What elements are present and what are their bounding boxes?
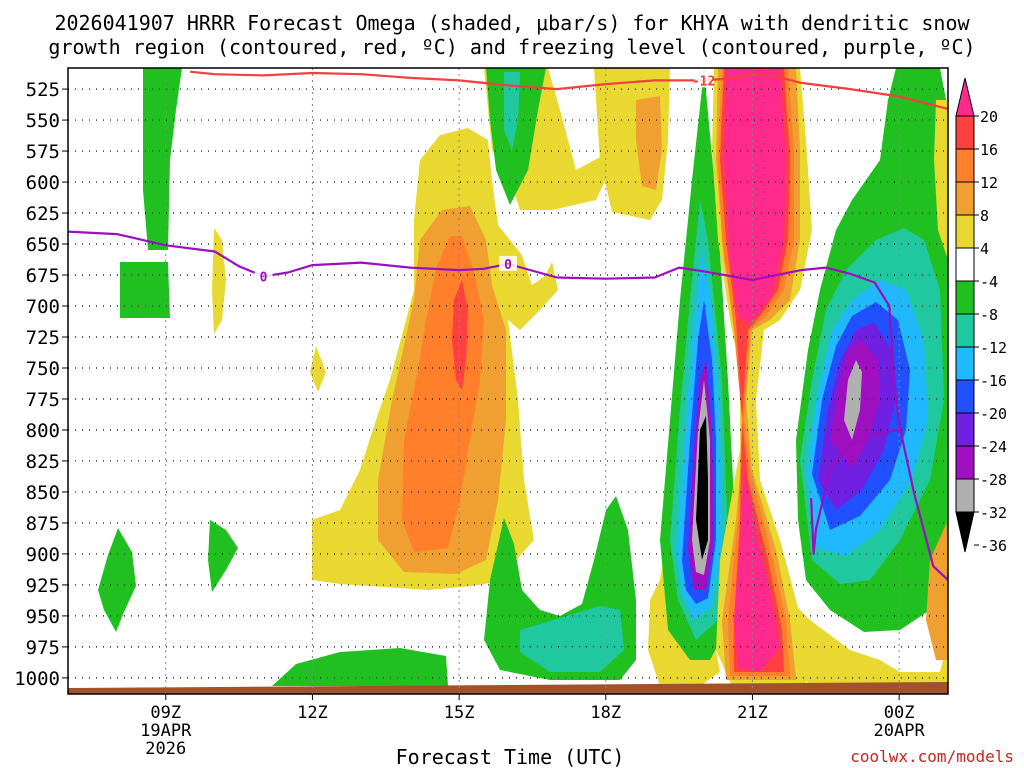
y-tick-label: 700 xyxy=(26,296,60,318)
shade-minus12-lower-center xyxy=(520,606,624,672)
chart-title-line2: growth region (contoured, red, ºC) and f… xyxy=(48,35,975,59)
contour-label: -12 xyxy=(692,74,715,89)
y-axis: 525 550 575 600 625 650 675 700 725 750 775 800 825 8… xyxy=(14,79,68,690)
y-tick-label: 950 xyxy=(26,606,60,628)
x-tick-label: 18Z xyxy=(590,703,621,723)
x-tick-label: 21Z xyxy=(737,703,768,723)
contour-lines: 0 0 -12 xyxy=(67,70,949,581)
shade-4-small-a xyxy=(212,228,226,334)
colorbar: 20 16 12 8 4 -4 -8 -12 -16 -20 -24 -28 -32 -36 xyxy=(955,77,1007,555)
y-tick-label: 600 xyxy=(26,172,60,194)
y-tick-label: 825 xyxy=(26,451,60,473)
y-tick-label: 675 xyxy=(26,265,60,287)
colorbar-label: 20 xyxy=(980,108,998,126)
shade-minus8-upper-left xyxy=(143,68,182,250)
chart-title-line1: 2026041907 HRRR Forecast Omega (shaded, … xyxy=(54,11,970,35)
shade-minus36-20z xyxy=(696,416,708,560)
colorbar-swatch xyxy=(955,379,975,414)
shade-minus8-bottom-left xyxy=(272,648,448,686)
contour-label-bg xyxy=(694,72,713,88)
colorbar-swatch xyxy=(955,412,975,447)
x-tick-year: 2026 xyxy=(145,739,186,759)
x-axis-label: Forecast Time (UTC) xyxy=(396,745,625,768)
shade-4-far-right-upper xyxy=(934,100,948,260)
y-tick-label: 975 xyxy=(26,637,60,659)
shade-20-21z-upper xyxy=(724,70,786,324)
shade-20-21z-lower xyxy=(734,470,780,672)
x-tick-date: 19APR xyxy=(140,721,192,741)
y-tick-label: 1000 xyxy=(14,668,60,690)
contour-label: 0 xyxy=(260,270,268,285)
y-tick-label: 550 xyxy=(26,110,60,132)
shade-minus8-upper-center xyxy=(486,68,546,205)
colorbar-swatch xyxy=(955,148,975,183)
shade-8-far-right-lower xyxy=(926,520,948,660)
y-tick-label: 800 xyxy=(26,420,60,442)
colorbar-swatch xyxy=(955,280,975,315)
x-tick-label: 12Z xyxy=(297,703,328,723)
grid-lines xyxy=(68,68,948,694)
y-tick-label: 875 xyxy=(26,513,60,535)
shade-16-core xyxy=(452,280,468,390)
colorbar-label: -20 xyxy=(980,405,1007,423)
shade-minus8-left-box xyxy=(120,262,170,318)
watermark: coolwx.com/models xyxy=(850,747,1014,766)
colorbar-label: -32 xyxy=(980,504,1007,522)
shade-minus8-small-lower xyxy=(98,528,136,632)
y-tick-label: 900 xyxy=(26,544,60,566)
colorbar-label: -8 xyxy=(980,306,998,324)
colorbar-swatch xyxy=(955,313,975,348)
shade-4-small-b xyxy=(310,346,326,392)
contour-dgz_minus12 xyxy=(190,70,949,110)
colorbar-swatch xyxy=(955,115,975,150)
colorbar-label: 8 xyxy=(980,207,989,225)
y-tick-label: 850 xyxy=(26,482,60,504)
x-tick-label: 15Z xyxy=(444,703,475,723)
colorbar-swatch xyxy=(955,214,975,249)
colorbar-bottom-arrow xyxy=(955,511,975,553)
plot-frame xyxy=(67,67,949,695)
colorbar-swatch xyxy=(955,181,975,216)
colorbar-swatch xyxy=(955,247,975,282)
colorbar-label: 4 xyxy=(980,240,989,258)
x-tick-label: 00Z xyxy=(884,703,915,723)
colorbar-label: -36 xyxy=(980,537,1007,555)
x-tick-date: 20APR xyxy=(874,721,926,741)
x-tick-label: 09Z xyxy=(150,703,181,723)
contour-label-bg xyxy=(499,255,517,271)
y-tick-label: 775 xyxy=(26,389,60,411)
omega-shaded-field xyxy=(98,68,948,686)
y-tick-label: 925 xyxy=(26,575,60,597)
colorbar-swatch xyxy=(955,478,975,513)
colorbar-swatch xyxy=(955,445,975,480)
colorbar-label: -24 xyxy=(980,438,1007,456)
y-tick-label: 575 xyxy=(26,141,60,163)
colorbar-label: 16 xyxy=(980,141,998,159)
colorbar-label: -12 xyxy=(980,339,1007,357)
shade-4-lower-right xyxy=(790,600,948,686)
y-tick-label: 650 xyxy=(26,234,60,256)
plot-area: 0 0 -12 xyxy=(67,67,949,695)
shade-minus12-upper-center xyxy=(504,72,520,150)
shade-minus8-small-lower-b xyxy=(208,520,238,592)
colorbar-label: -28 xyxy=(980,471,1007,489)
ground-fill xyxy=(68,682,948,694)
contour-label: 0 xyxy=(504,258,512,273)
contour-label-bg xyxy=(254,268,273,284)
y-tick-label: 725 xyxy=(26,327,60,349)
y-tick-label: 750 xyxy=(26,358,60,380)
colorbar-top-arrow xyxy=(955,77,975,117)
contour-dgz_secondary xyxy=(810,428,900,555)
colorbar-swatch xyxy=(955,346,975,381)
colorbar-label: -4 xyxy=(980,273,998,291)
shade-minus32-right xyxy=(844,360,862,440)
y-tick-label: 625 xyxy=(26,203,60,225)
colorbar-label: -16 xyxy=(980,372,1007,390)
colorbar-label: 12 xyxy=(980,174,998,192)
y-tick-label: 525 xyxy=(26,79,60,101)
